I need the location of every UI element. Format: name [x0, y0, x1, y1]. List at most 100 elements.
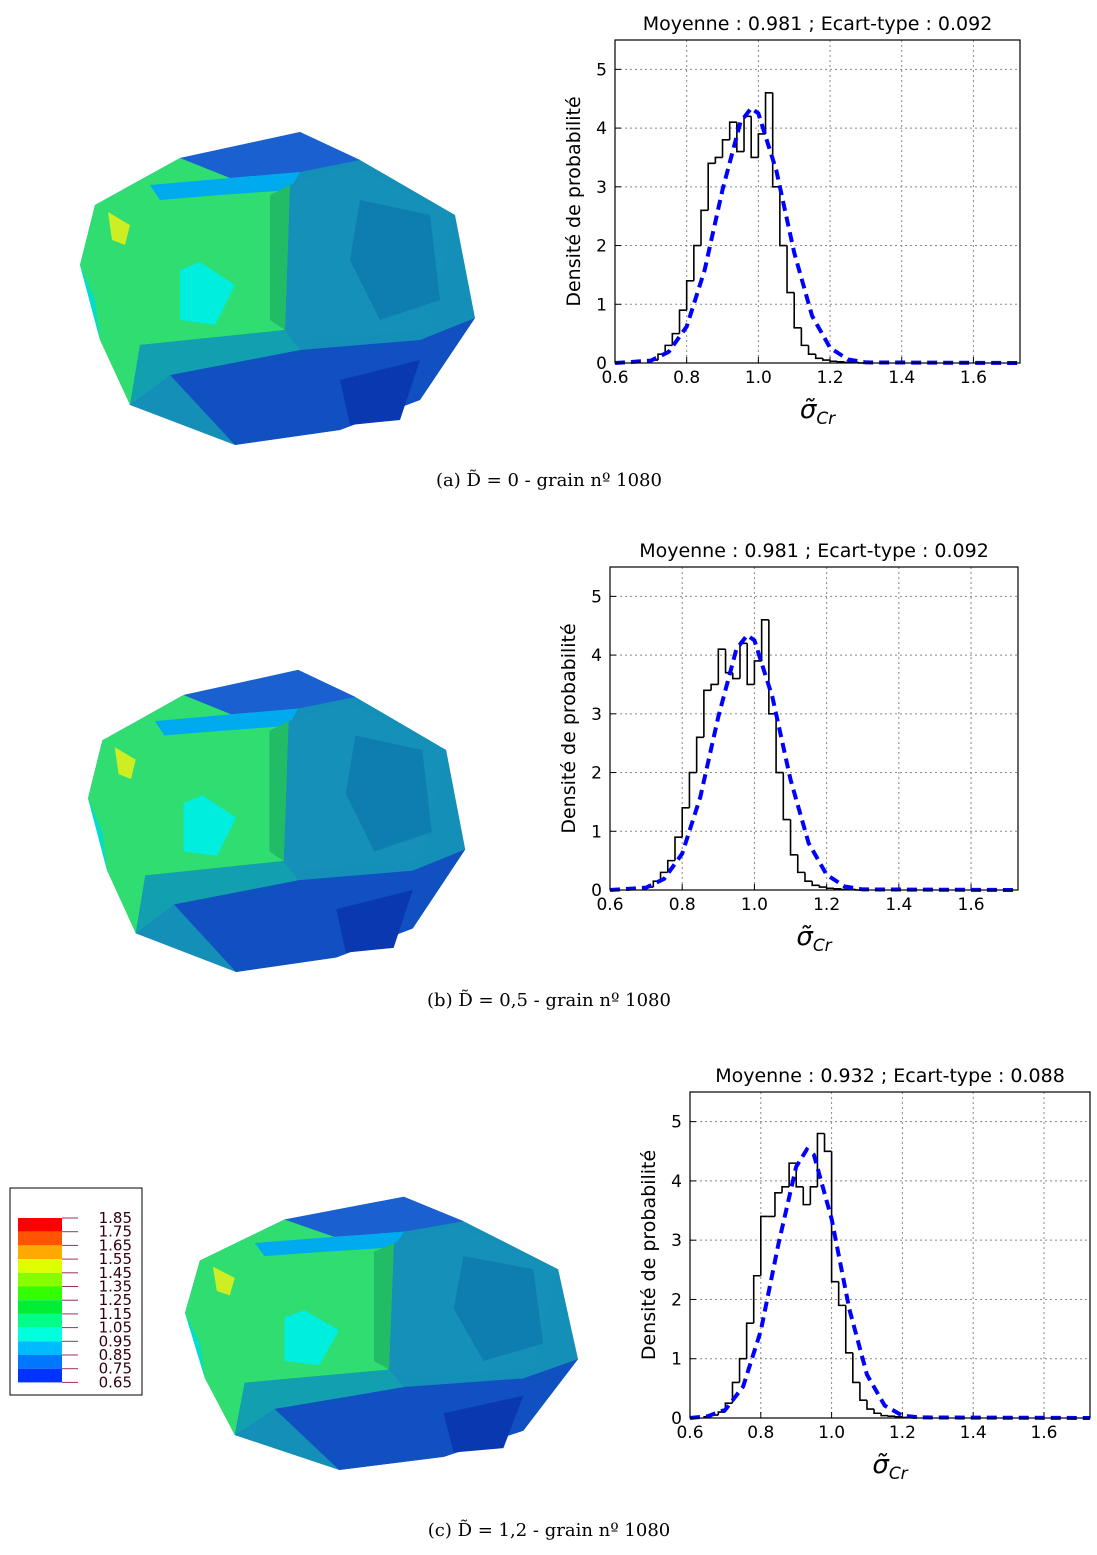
y-axis-label: Densité de probabilité	[563, 96, 585, 306]
histogram-bin	[807, 345, 816, 355]
x-axis-label-sub: Cr	[889, 1464, 909, 1484]
colorbar-swatch	[18, 1231, 62, 1246]
y-tick-label: 2	[591, 764, 602, 784]
histogram-bin	[822, 358, 831, 361]
x-tick-label: 1.2	[813, 895, 840, 915]
histogram-bin	[757, 133, 766, 158]
histogram-bin	[731, 672, 740, 680]
histogram-bin	[721, 139, 730, 158]
x-tick-label: 1.6	[958, 895, 985, 915]
histogram-bin	[746, 643, 755, 686]
histogram-bin	[736, 122, 745, 153]
histogram-bin	[894, 1416, 903, 1418]
x-axis-label: σ̃Cr	[872, 1450, 908, 1484]
histogram-bin	[659, 871, 668, 882]
histogram-bin	[688, 771, 697, 808]
histogram-bin	[707, 162, 716, 211]
y-axis-label: Densité de probabilité	[638, 1150, 660, 1360]
histogram-bin	[818, 885, 827, 888]
x-axis-label-sub: Cr	[813, 936, 833, 956]
histogram-bin	[836, 361, 845, 363]
x-tick-label: 1.6	[960, 368, 987, 388]
histogram-bin	[664, 344, 673, 355]
colorbar-label: 1.05	[99, 1319, 132, 1337]
colorbar-swatch	[18, 1286, 62, 1301]
histogram-bin	[779, 186, 788, 247]
colorbar-swatch	[18, 1272, 62, 1287]
histogram-bin	[731, 1381, 740, 1404]
histogram-bin	[880, 1413, 889, 1417]
y-tick-label: 4	[596, 119, 607, 139]
histogram-bin	[693, 244, 702, 281]
chart-title: Moyenne : 0.981 ; Ecart-type : 0.092	[643, 13, 993, 35]
y-tick-label: 1	[596, 295, 607, 315]
y-axis-label: Densité de probabilité	[558, 623, 580, 833]
x-axis-label: σ̃Cr	[800, 395, 836, 429]
colorbar-label: 0.75	[99, 1360, 132, 1378]
fit-curve	[609, 632, 1019, 892]
colorbar-swatch	[18, 1218, 62, 1232]
x-tick-label: 1.2	[817, 368, 844, 388]
fit-curve	[614, 105, 1021, 365]
x-tick-label: 1.6	[1030, 1423, 1057, 1443]
histogram-bin	[685, 279, 694, 311]
x-axis-label-main: σ̃	[800, 395, 818, 425]
colorbar-swatch	[18, 1355, 62, 1369]
histogram-bin	[759, 1215, 768, 1276]
y-tick-label: 3	[671, 1231, 682, 1251]
y-tick-label: 4	[591, 646, 602, 666]
histogram-bin	[768, 619, 777, 715]
histogram-bin	[786, 245, 795, 294]
histogram-bin	[666, 859, 675, 873]
y-tick-label: 0	[591, 881, 602, 901]
y-tick-label: 5	[596, 60, 607, 80]
x-axis-label-sub: Cr	[816, 409, 836, 429]
y-tick-label: 5	[591, 587, 602, 607]
histogram-bin	[814, 354, 823, 360]
y-tick-label: 0	[596, 354, 607, 374]
x-tick-label: 1.0	[741, 895, 768, 915]
histogram-bin	[811, 881, 820, 887]
histogram-bin	[775, 713, 784, 774]
histogram-bin	[671, 332, 680, 346]
histogram-bin	[800, 327, 809, 347]
x-tick-label: 0.8	[673, 368, 700, 388]
histogram-bin	[703, 689, 712, 738]
colorbar-swatch	[18, 1368, 62, 1383]
histogram-bin	[796, 854, 805, 874]
histogram-bin	[804, 872, 813, 882]
colorbar-label: 1.25	[99, 1291, 132, 1309]
histogram-bin	[809, 1186, 818, 1205]
histogram-bin	[774, 1191, 783, 1217]
histogram-bin	[700, 209, 709, 246]
y-tick-label: 5	[671, 1113, 682, 1133]
colorbar-label: 1.65	[99, 1236, 132, 1254]
colorbar-swatch	[18, 1300, 62, 1314]
colorbar-swatch	[18, 1245, 62, 1260]
y-tick-label: 0	[671, 1409, 682, 1429]
histogram-bin	[764, 92, 773, 134]
x-tick-label: 1.4	[960, 1423, 987, 1443]
histogram-bin	[760, 619, 769, 661]
histogram-bin	[788, 1162, 797, 1187]
colorbar-label: 1.45	[99, 1264, 132, 1282]
histogram-bin	[717, 648, 726, 685]
colorbar-swatch	[18, 1341, 62, 1355]
colorbar-label: 1.35	[99, 1278, 132, 1296]
histogram-bin	[781, 1186, 790, 1193]
y-tick-label: 2	[596, 237, 607, 257]
histogram-bin	[771, 92, 780, 188]
colorbar-swatch	[18, 1327, 62, 1342]
colorbar-label: 0.65	[99, 1373, 132, 1391]
y-tick-label: 1	[671, 1350, 682, 1370]
histogram-bin	[714, 156, 723, 164]
x-tick-label: 1.4	[885, 895, 912, 915]
histogram-bin	[745, 1322, 754, 1359]
colorbar-label: 1.75	[99, 1223, 132, 1241]
colorbar-label: 1.85	[99, 1209, 132, 1227]
histogram-bin	[743, 115, 752, 152]
colorbar-swatch	[18, 1313, 62, 1328]
histogram-bin	[873, 1409, 882, 1415]
histogram-bin	[738, 1357, 747, 1383]
